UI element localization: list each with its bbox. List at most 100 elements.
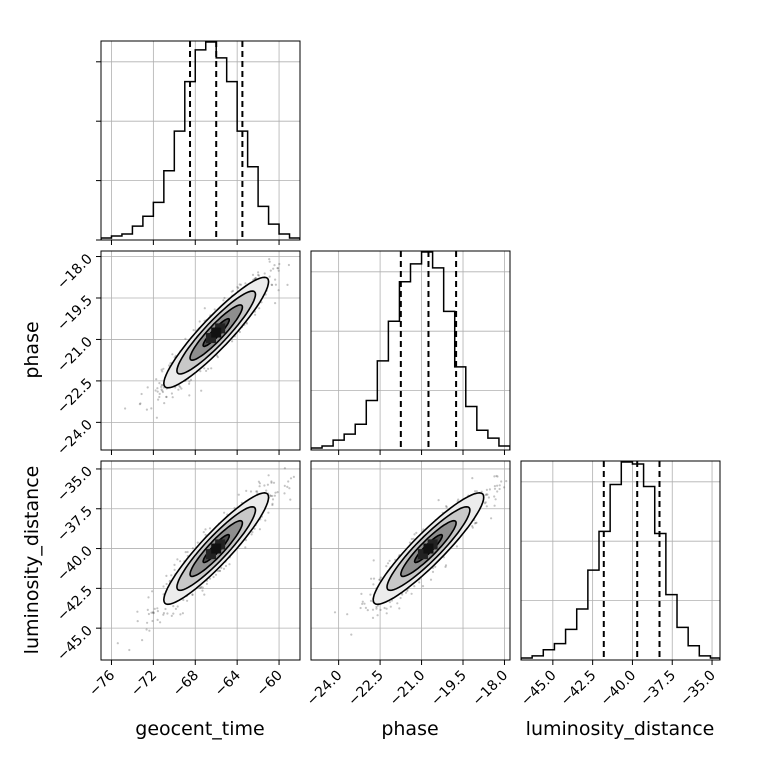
sample-point <box>372 583 375 586</box>
sample-point <box>498 487 501 491</box>
sample-point <box>263 272 266 275</box>
histogram-step <box>311 251 510 450</box>
sample-point <box>270 481 273 484</box>
sample-point <box>431 570 435 574</box>
density-peak <box>205 549 216 560</box>
sample-point <box>366 609 369 612</box>
sample-point <box>177 388 180 391</box>
sample-point <box>205 369 208 372</box>
sample-point <box>378 578 381 581</box>
sample-point <box>124 407 127 410</box>
sample-point <box>346 613 349 616</box>
sample-point <box>186 550 189 554</box>
sample-point <box>490 517 493 520</box>
sample-point <box>172 612 175 615</box>
sample-point <box>493 495 496 498</box>
sample-point <box>189 378 193 381</box>
sample-point <box>493 504 496 507</box>
sample-point <box>272 481 276 484</box>
sample-point <box>217 570 220 573</box>
sample-point <box>173 563 176 567</box>
sample-point <box>210 367 213 370</box>
sample-point <box>139 402 142 405</box>
density-peak <box>423 543 434 554</box>
sample-point <box>230 290 233 293</box>
panel-frame <box>100 40 301 241</box>
sample-point <box>413 533 416 536</box>
sample-point <box>418 581 421 584</box>
sample-point <box>271 494 274 498</box>
sample-point <box>364 606 367 610</box>
sample-point <box>201 589 204 592</box>
sample-point <box>224 564 228 568</box>
density-peak <box>205 333 216 344</box>
sample-point <box>437 499 440 502</box>
sample-point <box>180 387 183 390</box>
hist-clip-group <box>311 251 510 450</box>
sample-point <box>150 407 153 410</box>
sample-point <box>379 608 382 612</box>
sample-point <box>222 299 225 302</box>
sample-point <box>276 267 279 270</box>
sample-point <box>277 269 280 272</box>
sample-point <box>486 493 489 496</box>
density-clip-group <box>116 467 295 652</box>
sample-point <box>174 607 177 611</box>
sample-point <box>203 367 206 370</box>
sample-point <box>277 289 280 292</box>
sample-point <box>145 628 148 631</box>
sample-point <box>161 389 164 392</box>
sample-point <box>484 501 487 504</box>
sample-point <box>145 408 148 411</box>
sample-point <box>412 537 415 540</box>
sample-point <box>128 648 131 652</box>
sample-point <box>172 605 175 608</box>
sample-point <box>176 605 179 608</box>
sample-point <box>495 474 498 478</box>
sample-point <box>421 585 425 588</box>
sample-point <box>160 368 163 371</box>
sample-point <box>379 576 382 579</box>
sample-point <box>289 477 293 480</box>
sample-point <box>258 485 261 488</box>
sample-point <box>445 506 448 509</box>
sample-point <box>250 533 253 536</box>
sample-point <box>204 528 207 531</box>
sample-point <box>200 389 203 392</box>
sample-point <box>361 602 364 606</box>
sample-point <box>283 484 286 487</box>
sample-point <box>208 527 212 530</box>
panel-frame <box>310 250 511 451</box>
sample-point <box>204 533 207 536</box>
sample-point <box>383 606 386 610</box>
sample-point <box>254 276 257 280</box>
sample-point <box>268 275 271 278</box>
sample-point <box>216 356 219 359</box>
sample-point <box>199 586 202 590</box>
sample-point <box>287 480 290 483</box>
sample-point <box>369 599 373 603</box>
axis-labels: geocent_time phase luminosity_distance p… <box>21 321 714 740</box>
sample-point <box>146 608 149 612</box>
sample-point <box>158 382 161 385</box>
sample-point <box>473 490 477 493</box>
sample-point <box>251 273 255 276</box>
sample-point <box>401 593 404 596</box>
sample-point <box>151 590 154 593</box>
sample-point <box>200 585 203 588</box>
sample-point <box>283 467 286 470</box>
sample-point <box>203 307 206 310</box>
sample-point <box>505 480 508 483</box>
sample-point <box>269 269 272 272</box>
sample-point <box>181 612 184 615</box>
sample-point <box>202 531 205 534</box>
panel-frame <box>520 460 721 661</box>
sample-point <box>271 503 274 507</box>
sample-point <box>244 539 248 542</box>
sample-point <box>360 592 363 596</box>
hist-clip-group <box>521 461 720 660</box>
sample-point <box>274 278 277 281</box>
sample-point <box>385 565 388 568</box>
sample-point <box>388 559 391 562</box>
sample-point <box>385 612 388 615</box>
